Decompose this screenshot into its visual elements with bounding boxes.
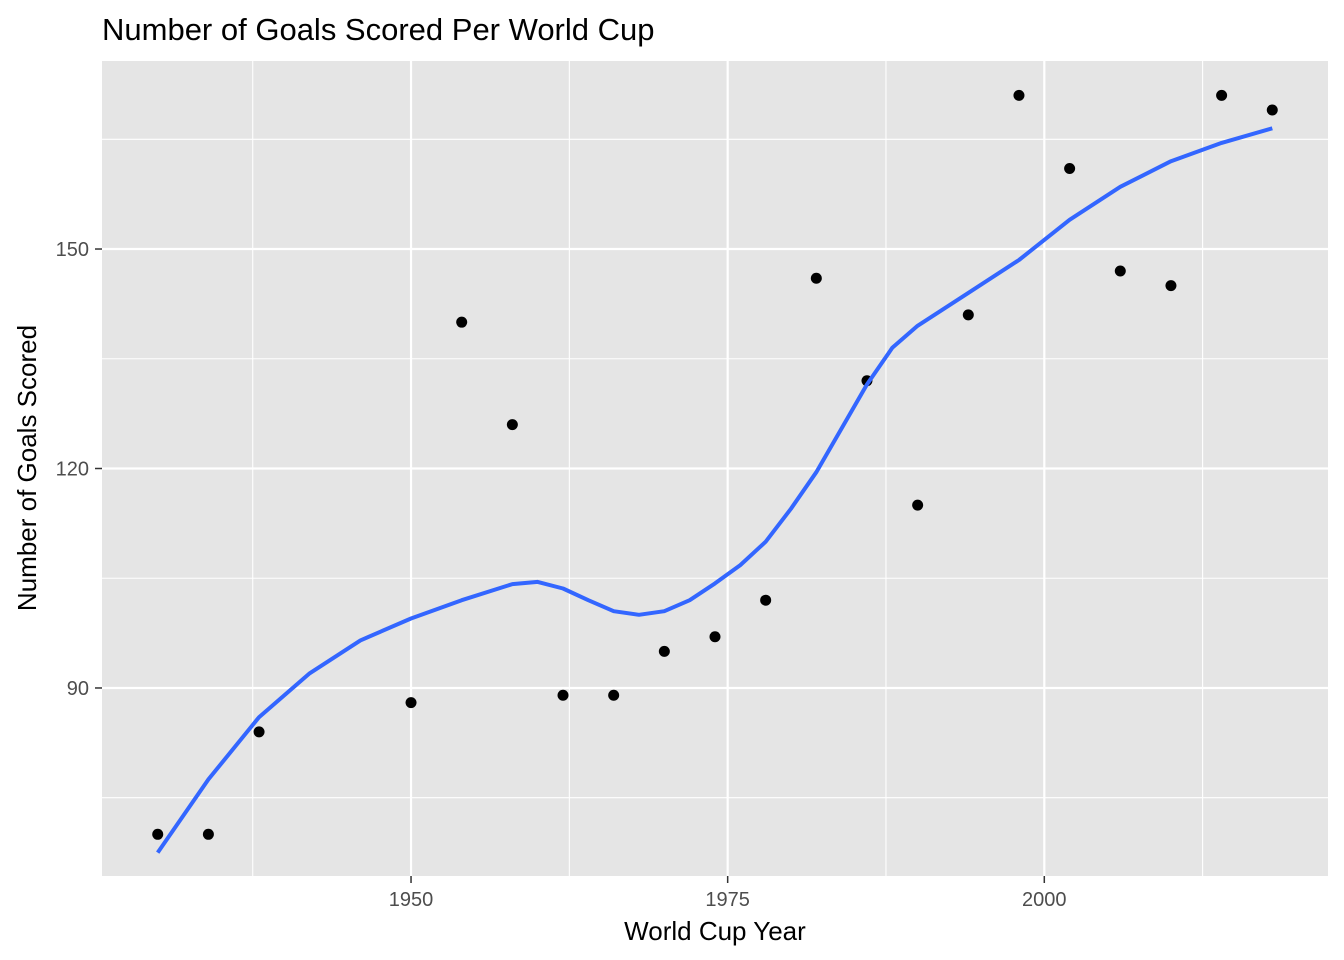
data-point [1266, 104, 1278, 116]
data-point [1013, 89, 1025, 101]
data-point [557, 689, 569, 701]
data-point [506, 419, 518, 431]
data-point [202, 828, 214, 840]
data-point [658, 645, 670, 657]
data-point [1165, 280, 1177, 292]
data-point [1216, 89, 1228, 101]
data-point [760, 594, 772, 606]
major-gridlines [102, 61, 1328, 876]
y-tick-label: 90 [67, 678, 89, 700]
data-point [152, 828, 164, 840]
data-point [962, 309, 974, 321]
data-point [456, 316, 468, 328]
axis-ticks [95, 248, 1046, 883]
x-tick-label: 1950 [389, 889, 434, 911]
series-layer [152, 89, 1278, 854]
data-point [810, 272, 822, 284]
data-point [912, 499, 924, 511]
data-point [1064, 163, 1076, 175]
data-point [709, 631, 721, 643]
x-tick-label: 2000 [1022, 889, 1067, 911]
data-point [253, 726, 265, 738]
x-axis-title: World Cup Year [624, 916, 806, 946]
data-point [608, 689, 620, 701]
axis-tick-labels: 1950 1975 2000 90 120 150 [56, 239, 1067, 911]
smooth-trend-line [156, 126, 1273, 854]
data-point [405, 697, 417, 709]
y-axis-title: Number of Goals Scored [12, 325, 42, 611]
data-point [1114, 265, 1126, 277]
y-tick-label: 120 [56, 459, 89, 481]
chart-title: Number of Goals Scored Per World Cup [102, 12, 655, 47]
y-tick-label: 150 [56, 239, 89, 261]
x-tick-label: 1975 [705, 889, 750, 911]
